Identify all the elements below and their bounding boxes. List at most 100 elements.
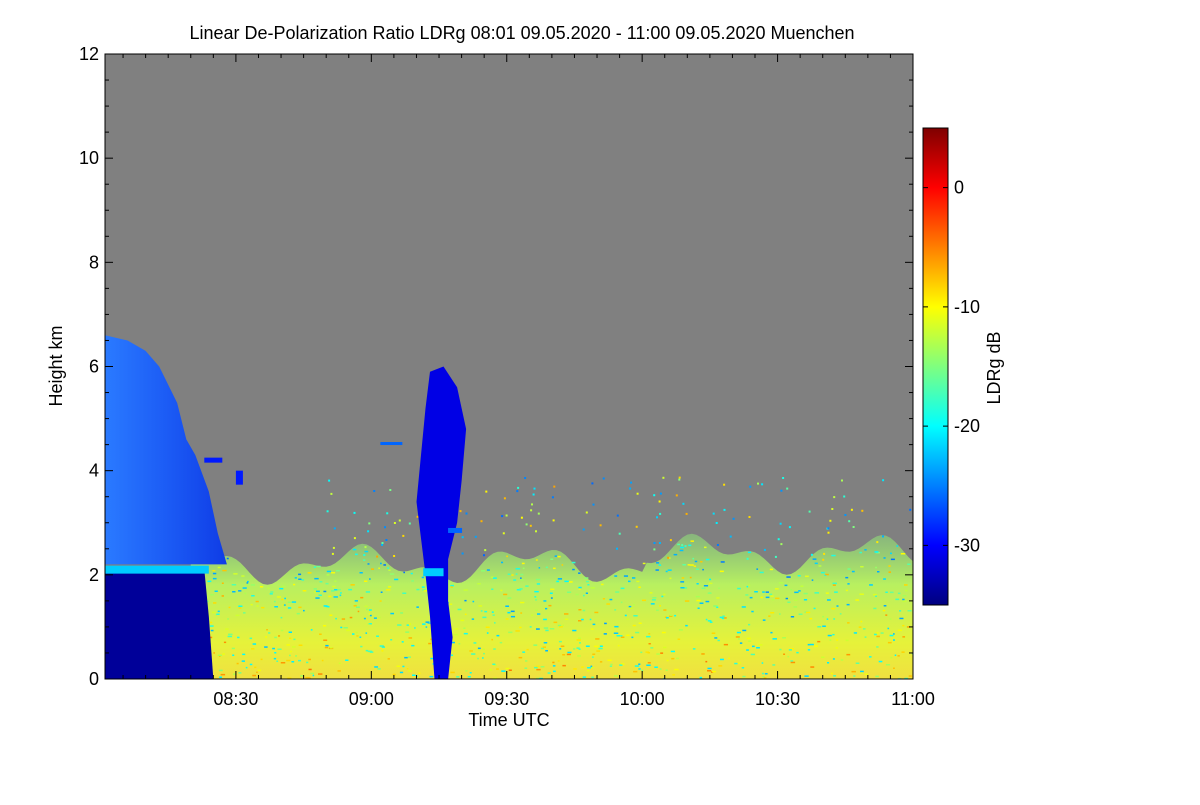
colorbar-tick-label: -10: [954, 297, 980, 317]
boundary-layer-pixel: [543, 618, 547, 621]
boundary-layer-pixel: [684, 600, 690, 602]
boundary-layer-pixel: [688, 544, 692, 547]
boundary-layer-pixel: [696, 568, 700, 570]
boundary-layer-pixel: [863, 628, 866, 630]
sparse-return-pixel: [503, 497, 506, 500]
boundary-layer-pixel: [832, 658, 835, 660]
boundary-layer-pixel: [748, 623, 751, 626]
boundary-layer-pixel: [758, 644, 763, 646]
boundary-layer-pixel: [779, 648, 782, 651]
boundary-layer-pixel: [756, 568, 759, 570]
boundary-layer-pixel: [765, 596, 770, 599]
boundary-layer-pixel: [392, 673, 396, 676]
boundary-layer-pixel: [251, 595, 255, 597]
boundary-layer-pixel: [349, 616, 353, 619]
boundary-layer-pixel: [741, 606, 746, 608]
boundary-layer-pixel: [216, 613, 220, 615]
boundary-layer-pixel: [885, 614, 888, 616]
boundary-layer-pixel: [515, 573, 518, 575]
boundary-layer-pixel: [687, 564, 690, 566]
sparse-return-pixel: [662, 476, 665, 479]
boundary-layer-pixel: [880, 632, 884, 634]
sparse-return-pixel: [882, 535, 884, 538]
boundary-layer-pixel: [576, 639, 581, 641]
boundary-layer-pixel: [228, 606, 231, 609]
colorbar-scale: [922, 127, 949, 606]
boundary-layer-pixel: [406, 668, 409, 670]
boundary-layer-pixel: [500, 589, 503, 592]
boundary-layer-pixel: [261, 606, 265, 609]
boundary-layer-pixel: [496, 634, 500, 637]
sparse-return-pixel: [667, 556, 670, 559]
boundary-layer-pixel: [578, 620, 582, 622]
boundary-layer-pixel: [549, 592, 553, 594]
sparse-return-pixel: [848, 520, 851, 523]
boundary-layer-pixel: [832, 582, 837, 585]
sparse-return-pixel: [748, 516, 751, 518]
plot-area: [105, 54, 913, 679]
boundary-layer-pixel: [252, 674, 257, 677]
boundary-layer-pixel: [242, 587, 247, 589]
boundary-layer-pixel: [227, 635, 233, 638]
boundary-layer-pixel: [746, 585, 749, 588]
boundary-layer-pixel: [560, 645, 565, 647]
boundary-layer-pixel: [280, 662, 286, 664]
y-tick-label: 6: [89, 357, 99, 377]
boundary-layer-pixel: [425, 626, 428, 628]
boundary-layer-pixel: [616, 635, 621, 637]
boundary-layer-pixel: [547, 672, 551, 674]
boundary-layer-pixel: [660, 652, 664, 654]
boundary-layer-pixel: [633, 615, 638, 617]
sparse-return-pixel: [520, 516, 523, 519]
boundary-layer-pixel: [667, 569, 672, 571]
boundary-layer-pixel: [874, 551, 879, 553]
boundary-layer-pixel: [298, 644, 303, 646]
boundary-layer-pixel: [373, 617, 377, 619]
boundary-layer-pixel: [875, 566, 877, 569]
boundary-layer-pixel: [656, 653, 660, 655]
boundary-layer-pixel: [257, 669, 261, 672]
boundary-layer-pixel: [449, 603, 453, 605]
boundary-layer-pixel: [365, 632, 368, 634]
boundary-layer-pixel: [703, 585, 709, 587]
boundary-layer-pixel: [805, 575, 809, 578]
boundary-layer-pixel: [587, 667, 592, 669]
boundary-layer-pixel: [728, 657, 730, 659]
boundary-layer-pixel: [405, 631, 410, 633]
boundary-layer-pixel: [831, 554, 836, 557]
boundary-layer-pixel: [794, 591, 799, 594]
boundary-layer-pixel: [700, 561, 703, 563]
boundary-layer-pixel: [267, 587, 270, 590]
boundary-layer-pixel: [581, 666, 584, 668]
boundary-layer-pixel: [408, 670, 413, 672]
boundary-layer-pixel: [289, 654, 291, 657]
boundary-layer-pixel: [693, 565, 697, 567]
boundary-layer-pixel: [422, 589, 426, 591]
boundary-layer-pixel: [902, 636, 906, 638]
boundary-layer-pixel: [738, 638, 740, 640]
boundary-layer-pixel: [717, 639, 720, 642]
boundary-layer-pixel: [669, 614, 672, 616]
boundary-layer-pixel: [377, 668, 381, 670]
boundary-layer-pixel: [596, 650, 601, 652]
boundary-layer-pixel: [809, 617, 813, 620]
boundary-layer-pixel: [829, 639, 832, 641]
y-axis-label: Height km: [46, 325, 66, 406]
sparse-return-pixel: [373, 490, 376, 492]
boundary-layer-pixel: [323, 639, 328, 641]
boundary-layer-pixel: [308, 658, 311, 661]
boundary-layer-pixel: [535, 609, 538, 612]
boundary-layer-pixel: [537, 613, 541, 615]
boundary-layer-pixel: [826, 618, 829, 620]
sparse-return-pixel: [685, 512, 688, 515]
boundary-layer-pixel: [784, 584, 788, 587]
boundary-layer-pixel: [477, 647, 481, 650]
boundary-layer-pixel: [720, 658, 724, 661]
boundary-layer-pixel: [553, 621, 558, 624]
boundary-layer-pixel: [274, 606, 279, 608]
boundary-layer-pixel: [293, 583, 296, 586]
boundary-layer-pixel: [696, 599, 701, 602]
boundary-layer-pixel: [505, 618, 509, 620]
boundary-layer-pixel: [668, 557, 671, 559]
boundary-layer-pixel: [507, 597, 512, 599]
